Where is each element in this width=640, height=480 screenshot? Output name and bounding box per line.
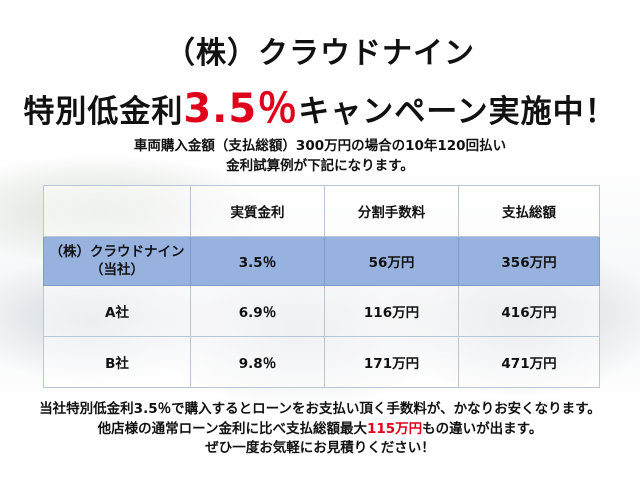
column-header-fee: 分割手数料: [324, 185, 459, 237]
campaign-headline: 特別低金利3.5％キャンペーン実施中！: [0, 76, 640, 134]
row-name: A社: [43, 285, 191, 337]
row-rate: 3.5％: [190, 236, 325, 286]
headline-prefix: 特別低金利: [23, 94, 184, 130]
table-row-cloudnine: （株）クラウドナイン （当社） 3.5％ 56万円 356万円: [43, 236, 600, 286]
row-name: B社: [43, 336, 191, 388]
table-row-a: A社 6.9％ 116万円 416万円: [43, 285, 600, 337]
headline-rate: 3.5％: [183, 86, 299, 132]
table-row-b: B社 9.8％ 171万円 471万円: [43, 336, 600, 388]
row-fee: 56万円: [324, 236, 459, 286]
row-total: 471万円: [458, 336, 600, 388]
note-max-difference: 115万円: [366, 420, 423, 437]
row-rate: 6.9％: [190, 285, 325, 337]
column-header-rate: 実質金利: [190, 185, 325, 237]
description: 車両購入金額（支払総額）300万円の場合の10年120回払い 金利試算例が下記に…: [0, 136, 640, 176]
row-total: 416万円: [458, 285, 600, 337]
note-line-2-suffix: もの違いが出ます。: [422, 420, 543, 437]
note-line-2-prefix: 他店様の通常ローン金利に比べ支払総額最大: [97, 420, 367, 437]
description-line-2: 金利試算例が下記になります。: [226, 158, 414, 174]
column-header-total: 支払総額: [458, 185, 600, 237]
row-name-line-2: （当社）: [90, 262, 144, 278]
row-fee: 116万円: [324, 285, 459, 337]
row-total: 356万円: [458, 236, 600, 286]
company-name: （株）クラウドナイン: [165, 36, 475, 71]
headline-suffix: キャンペーン実施中！: [298, 94, 617, 130]
table-header-row: 実質金利 分割手数料 支払総額: [43, 185, 600, 237]
column-header: [43, 185, 191, 237]
row-rate: 9.8％: [190, 336, 325, 388]
description-line-1: 車両購入金額（支払総額）300万円の場合の10年120回払い: [133, 138, 507, 154]
footer-note: 当社特別低金利3.5％で購入するとローンをお支払い頂く手数料が、かなりお安くなり…: [0, 400, 640, 459]
row-name: （株）クラウドナイン （当社）: [43, 236, 191, 286]
row-fee: 171万円: [324, 336, 459, 388]
interest-comparison-table: 実質金利 分割手数料 支払総額 （株）クラウドナイン （当社） 3.5％ 56万…: [43, 185, 600, 388]
note-line-3: ぜひ一度お気軽にお見積りください！: [205, 440, 435, 456]
note-line-1: 当社特別低金利3.5％で購入するとローンをお支払い頂く手数料が、かなりお安くなり…: [39, 401, 601, 417]
row-name-line-1: （株）クラウドナイン: [49, 244, 185, 260]
note-line-2: 他店様の通常ローン金利に比べ支払総額最大115万円もの違いが出ます。: [0, 420, 640, 440]
